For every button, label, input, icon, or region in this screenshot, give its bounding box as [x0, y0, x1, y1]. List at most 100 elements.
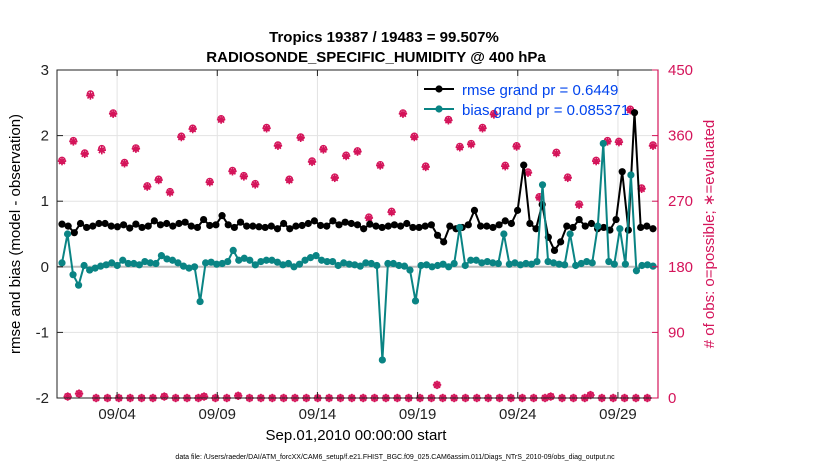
asterisk-stroke	[160, 393, 168, 401]
rmse-point	[206, 221, 214, 230]
asterisk-stroke	[64, 393, 72, 401]
obs-evaluated-point	[131, 144, 141, 153]
obs-evaluated-point	[177, 132, 186, 142]
asterisk-stroke	[86, 92, 94, 100]
obs-evaluated-point	[466, 140, 476, 149]
bias-point	[135, 261, 143, 269]
rmse-point	[101, 219, 109, 228]
rmse-point	[384, 222, 392, 230]
bias-point	[213, 260, 221, 268]
bias-point	[450, 259, 458, 268]
bias-point	[384, 259, 392, 268]
rmse-point	[243, 222, 251, 230]
obs-evaluated-point	[143, 182, 152, 191]
bias-point	[301, 256, 309, 264]
asterisk-stroke	[75, 390, 83, 398]
rmse-point	[150, 217, 158, 225]
asterisk-stroke	[285, 176, 293, 184]
bias-point	[461, 261, 469, 270]
bias-point	[63, 230, 72, 238]
bias-point	[190, 263, 199, 271]
rmse-point	[618, 168, 626, 176]
bias-point	[505, 260, 513, 268]
bias-point	[643, 261, 652, 269]
rmse-point	[557, 238, 565, 246]
rmse-point	[249, 222, 257, 230]
rmse-point	[175, 219, 183, 228]
rmse-point	[169, 222, 177, 230]
rmse-point	[286, 225, 294, 233]
rmse-point	[163, 219, 171, 228]
obs-evaluated-point	[364, 213, 374, 223]
left-tick-label: 0	[41, 259, 49, 276]
asterisk-stroke	[228, 167, 236, 175]
rmse-point	[347, 219, 355, 228]
rmse-point	[304, 219, 312, 228]
bias-point	[86, 266, 94, 274]
asterisk-stroke	[575, 201, 583, 209]
x-tick-label: 09/04	[98, 406, 136, 423]
bias-point	[185, 264, 193, 272]
bias-point	[572, 261, 580, 270]
asterisk-stroke	[649, 142, 657, 150]
asterisk-stroke	[189, 125, 197, 133]
bias-point	[196, 297, 204, 306]
bias-point	[113, 261, 121, 270]
rmse-point	[316, 221, 325, 230]
bias-point	[627, 171, 635, 179]
left-tick-label: 1	[41, 193, 49, 210]
obs-evaluated-point	[262, 124, 271, 133]
bias-point	[279, 261, 287, 269]
asterisk-stroke	[69, 137, 77, 145]
obs-evaluated-point	[69, 137, 78, 146]
asterisk-stroke	[98, 146, 106, 154]
right-tick-label: 270	[668, 193, 693, 210]
bias-point	[356, 262, 364, 270]
rmse-point	[113, 223, 122, 231]
bias-point	[351, 261, 359, 269]
bias-point	[478, 259, 486, 267]
asterisk-stroke	[592, 157, 600, 165]
rmse-point	[366, 220, 374, 228]
asterisk-stroke	[200, 393, 208, 401]
asterisk-stroke	[547, 393, 555, 401]
obs-evaluated-point	[501, 162, 510, 171]
bias-point	[251, 261, 259, 269]
bias-point	[483, 257, 491, 266]
rmse-point	[477, 222, 485, 230]
asterisk-stroke	[58, 157, 66, 165]
asterisk-stroke	[456, 143, 464, 151]
rmse-point	[323, 222, 331, 230]
obs-evaluated-point	[233, 391, 243, 401]
obs-evaluated-point	[80, 149, 89, 159]
obs-evaluated-point	[330, 173, 339, 183]
asterisk-stroke	[376, 161, 384, 169]
rmse-point	[261, 223, 269, 232]
bias-point	[522, 259, 530, 268]
chart-title: Tropics 19387 / 19483 = 99.507%	[269, 29, 499, 46]
asterisk-stroke	[308, 158, 316, 166]
rmse-point	[95, 219, 103, 228]
obs-evaluated-point	[296, 133, 305, 142]
rmse-point	[360, 225, 368, 233]
bias-point	[373, 261, 381, 270]
rmse-point	[575, 215, 583, 224]
bias-point	[516, 261, 525, 269]
bias-point	[340, 259, 348, 267]
rmse-point	[390, 221, 399, 229]
right-tick-label: 180	[668, 259, 693, 276]
rmse-point	[218, 212, 226, 220]
asterisk-stroke	[206, 178, 214, 186]
asterisk-stroke	[263, 124, 271, 132]
obs-evaluated-point	[108, 109, 118, 118]
rmse-point	[378, 223, 386, 232]
rmse-point	[267, 222, 275, 230]
obs-evaluated-point	[489, 110, 499, 119]
obs-evaluated-point	[205, 178, 214, 187]
rmse-point	[489, 223, 497, 232]
obs-evaluated-point	[165, 188, 175, 197]
bias-point	[268, 256, 276, 264]
bias-point	[207, 258, 215, 266]
obs-evaluated-point	[251, 180, 260, 189]
